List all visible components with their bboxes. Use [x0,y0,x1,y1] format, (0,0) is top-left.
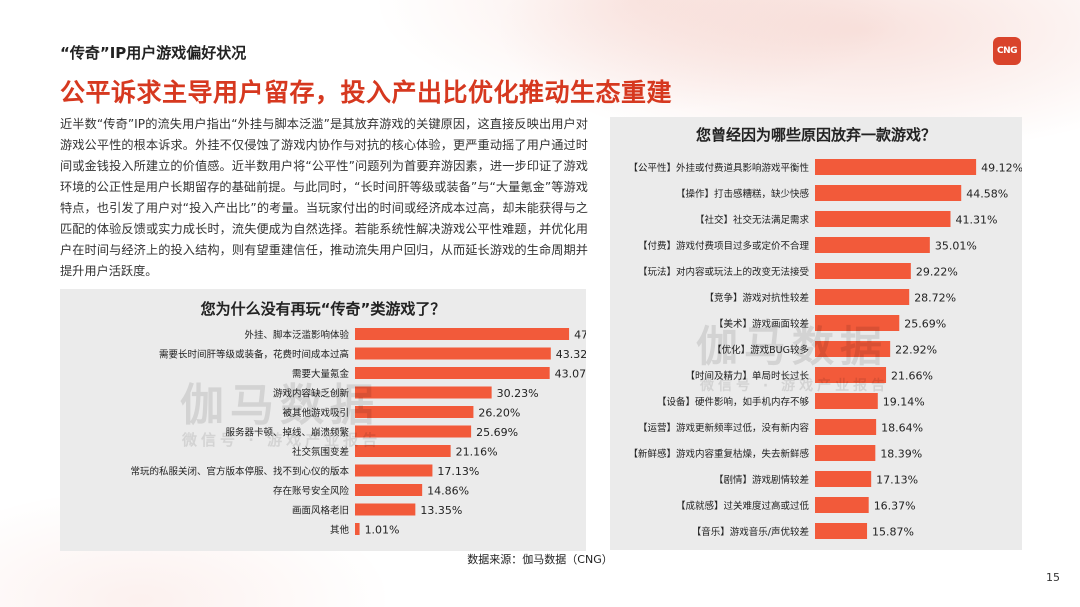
right-category-label: 【设备】硬件影响，如手机内存不够 [657,396,810,408]
left-chart-panel: 您为什么没有再玩“传奇”类游戏了？ 外挂、脚本泛滥影响体验 47.36% 需要长时间… [60,289,586,551]
left-bar [355,367,550,379]
right-bar [815,367,887,383]
cng-logo: CNG [993,37,1021,65]
left-category-label: 存在账号安全风险 [273,485,350,497]
left-chart-title: 您为什么没有再玩“传奇”类游戏了？ [200,300,446,318]
left-bar [355,503,416,516]
right-value-label: 21.66% [891,370,933,383]
right-value-label: 49.12% [981,162,1022,175]
right-value-label: 22.92% [895,344,937,357]
section-title: “传奇”IP用户游戏偏好状况 [60,44,247,62]
left-value-label: 21.16% [456,446,498,459]
right-category-label: 【时间及精力】单局时长过长 [685,370,809,382]
left-value-label: 25.69% [476,426,518,439]
left-value-label: 43.07% [555,368,586,381]
body-paragraph: 近半数“传奇”IP的流失用户指出“外挂与脚本泛滥”是其放弃游戏的关键原因，这直接… [60,117,588,278]
right-category-label: 【公平性】外挂或付费道具影响游戏平衡性 [628,162,809,174]
right-value-label: 35.01% [935,240,977,253]
left-value-label: 1.01% [365,524,400,537]
left-category-label: 社交氛围变差 [292,446,349,458]
right-category-label: 【付费】游戏付费项目过多或定价不合理 [638,240,810,252]
left-category-label: 服务器卡顿、掉线、崩溃频繁 [225,427,349,439]
right-value-label: 41.31% [955,214,997,227]
right-bar [815,445,876,461]
right-bar [815,159,977,175]
right-bar [815,263,911,279]
left-bar [355,406,474,418]
right-value-label: 17.13% [876,474,918,487]
left-value-label: 13.35% [420,504,462,517]
left-bar [355,386,492,399]
left-bar [355,464,433,477]
right-category-label: 【竞争】游戏对抗性较差 [704,292,809,304]
right-bar [815,523,868,539]
right-category-label: 【社交】社交无法满足需求 [695,214,810,226]
left-category-label: 画面风格老旧 [292,505,349,517]
left-bar [355,347,551,360]
right-bar-chart: 【公平性】外挂或付费道具影响游戏平衡性 49.12% 【操作】打击感糟糕，缺少快感 4… [628,159,1022,539]
left-category-label: 需要长时间肝等级或装备，花费时间成本过高 [159,349,349,361]
right-category-label: 【剧情】游戏剧情较差 [714,474,809,486]
right-value-label: 28.72% [914,292,956,305]
right-category-label: 【玩法】对内容或玩法上的改变无法接受 [638,266,809,278]
right-bar [815,211,951,227]
right-bar [815,185,962,201]
right-value-label: 25.69% [904,318,946,331]
right-category-label: 【新鲜感】游戏内容重复枯燥，失去新鲜感 [628,448,809,460]
left-value-label: 26.20% [478,407,520,420]
right-bar [815,237,930,253]
left-bar-chart: 外挂、脚本泛滥影响体验 47.36% 需要长时间肝等级或装备，花费时间成本过高 43.… [130,328,586,537]
left-bar [355,328,570,340]
left-value-label: 14.86% [427,485,469,498]
right-category-label: 【音乐】游戏音乐/声优较差 [692,526,809,538]
page-headline: 公平诉求主导用户留存，投入产出比优化推动生态重建 [60,78,673,107]
left-category-label: 需要大量氪金 [292,368,350,380]
left-value-label: 17.13% [437,465,479,478]
left-bar [355,425,472,438]
right-bar [815,289,910,305]
right-value-label: 18.64% [881,422,923,435]
right-category-label: 【美术】游戏画面较差 [714,318,809,330]
left-category-label: 其他 [330,524,350,536]
right-bar [815,497,869,513]
page-number: 15 [1046,571,1060,584]
right-value-label: 19.14% [883,396,925,409]
right-bar [815,341,891,357]
right-category-label: 【运营】游戏更新频率过低，没有新内容 [638,422,810,434]
right-chart-title: 您曾经因为哪些原因放弃一款游戏？ [695,126,936,144]
left-bar [355,445,451,457]
right-bar [815,471,872,487]
left-category-label: 游戏内容缺乏创新 [273,388,350,400]
right-bar [815,419,877,435]
left-category-label: 被其他游戏吸引 [282,407,349,419]
right-category-label: 【优化】游戏BUG较多 [712,344,809,356]
left-value-label: 30.23% [497,387,539,400]
right-bar [815,393,878,409]
right-value-label: 16.37% [874,500,916,513]
left-category-label: 常玩的私服关闭、官方版本停服、找不到心仪的版本 [130,466,349,478]
right-value-label: 18.39% [880,448,922,461]
right-value-label: 44.58% [966,188,1008,201]
left-value-label: 47.36% [574,329,586,342]
right-value-label: 29.22% [916,266,958,279]
left-bar [355,484,423,496]
data-source: 数据来源：伽马数据（CNG） [467,553,613,566]
left-category-label: 外挂、脚本泛滥影响体验 [244,329,349,341]
right-bar [815,315,900,331]
left-value-label: 43.32% [556,348,586,361]
right-value-label: 15.87% [872,526,914,539]
right-chart-panel: 您曾经因为哪些原因放弃一款游戏？ 【公平性】外挂或付费道具影响游戏平衡性 49.1… [610,117,1022,550]
right-category-label: 【操作】打击感糟糕，缺少快感 [676,188,810,200]
right-category-label: 【成就感】过关难度过高或过低 [676,500,810,512]
left-bar [355,523,360,535]
logo-text: CNG [996,46,1018,56]
